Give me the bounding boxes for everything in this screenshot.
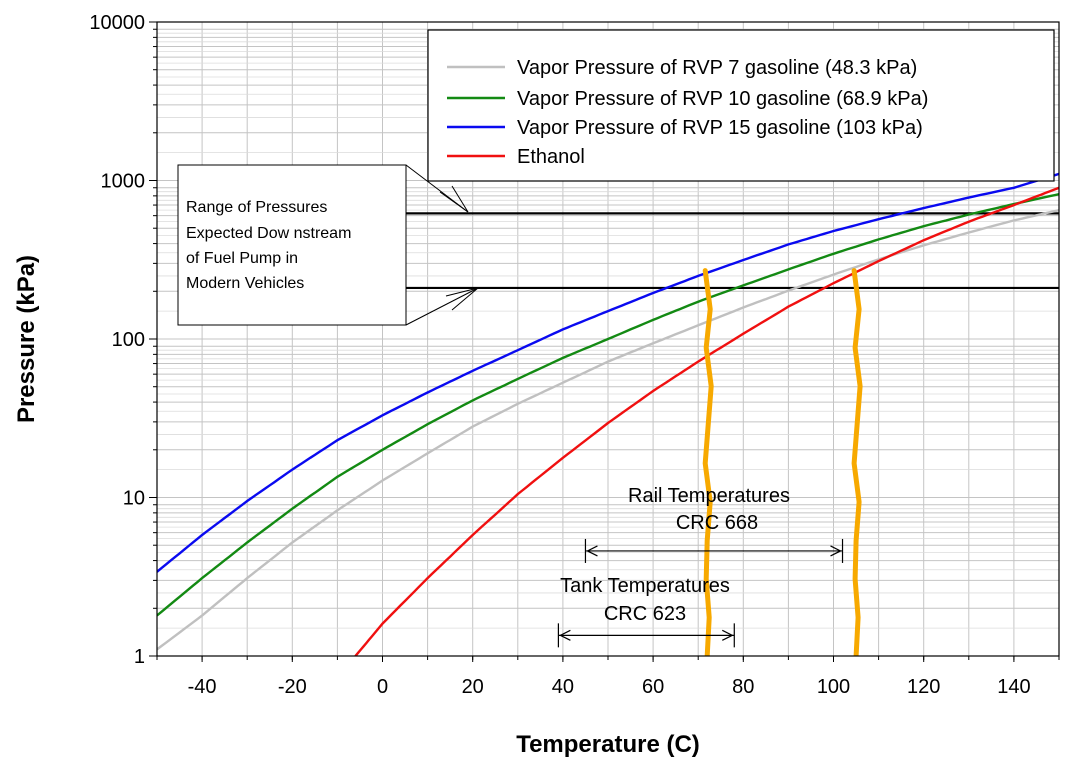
- tank-label-line-2: CRC 623: [604, 603, 686, 625]
- callout-arrowhead-upper: [439, 185, 469, 213]
- callout-line-2: Expected Dow nstream: [186, 225, 351, 242]
- legend-label-ethanol: Ethanol: [517, 146, 585, 168]
- callout-line-1: Range of Pressures: [186, 199, 327, 216]
- pressure-guide-lines: [406, 212, 1059, 290]
- series-curves: [157, 172, 1059, 656]
- tank-temperature-range: Tank Temperatures CRC 623: [557, 575, 735, 648]
- series-line-1: [157, 193, 1059, 617]
- rail-label-line-1: Rail Temperatures: [628, 485, 790, 507]
- x-tick-label: 0: [377, 676, 388, 698]
- y-tick-label: 1000: [101, 171, 146, 193]
- x-tick-label: 20: [462, 676, 484, 698]
- callout-line-4: Modern Vehicles: [186, 275, 304, 292]
- callout-box: [177, 164, 407, 326]
- y-axis-title: Pressure (kPa): [13, 255, 40, 423]
- rail-temperature-range: Rail Temperatures CRC 668: [584, 485, 844, 563]
- marker-stroke-0: [702, 268, 714, 656]
- legend: Vapor Pressure of RVP 7 gasoline (48.3 k…: [427, 29, 1055, 182]
- x-tick-label: 120: [907, 676, 940, 698]
- legend-label-rvp15: Vapor Pressure of RVP 15 gasoline (103 k…: [517, 117, 923, 139]
- axis-ticks: -40 -20 0 20 40 60 80 100 120 140 1 10 100 1000 10000: [89, 12, 1060, 698]
- tank-arrow-head-left: [559, 629, 571, 641]
- marker-strokes: [702, 268, 863, 656]
- callout-arrowhead-lower: [445, 287, 479, 311]
- x-tick-label: -20: [278, 676, 307, 698]
- pressure-range-callout: Range of Pressures Expected Dow nstream …: [177, 164, 479, 326]
- x-tick-label: -40: [188, 676, 217, 698]
- series-line-0: [157, 209, 1059, 651]
- series-line-3: [354, 186, 1059, 656]
- rail-range-arrow: [584, 538, 844, 563]
- legend-label-rvp10: Vapor Pressure of RVP 10 gasoline (68.9 …: [517, 88, 928, 110]
- tank-range-arrow: [557, 623, 735, 648]
- series-line-2: [157, 172, 1059, 573]
- marker-stroke-1: [851, 268, 863, 656]
- x-tick-label: 40: [552, 676, 574, 698]
- callout-arrow-lower: [405, 287, 479, 326]
- y-tick-label: 10000: [89, 12, 145, 34]
- x-tick-label: 60: [642, 676, 664, 698]
- x-tick-label: 100: [817, 676, 850, 698]
- rail-arrow-head-right: [830, 545, 842, 557]
- rail-arrow-head-left: [586, 545, 598, 557]
- tank-arrow-head-right: [722, 629, 734, 641]
- legend-label-rvp7: Vapor Pressure of RVP 7 gasoline (48.3 k…: [517, 57, 917, 79]
- x-tick-label: 140: [997, 676, 1030, 698]
- x-axis-title: Temperature (C): [516, 731, 700, 758]
- x-tick-label: 80: [732, 676, 754, 698]
- rail-label-line-2: CRC 668: [676, 512, 758, 534]
- y-tick-label: 1: [134, 646, 145, 668]
- tank-label-line-1: Tank Temperatures: [560, 575, 730, 597]
- y-tick-label: 10: [123, 488, 145, 510]
- legend-box: [427, 29, 1055, 182]
- callout-line-3: of Fuel Pump in: [186, 250, 298, 267]
- y-tick-label: 100: [112, 329, 145, 351]
